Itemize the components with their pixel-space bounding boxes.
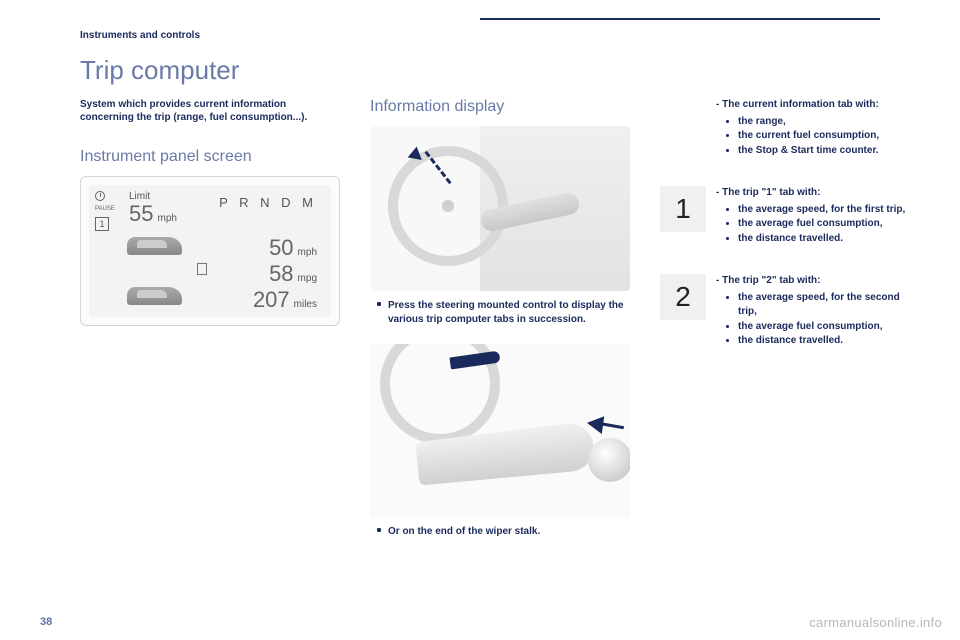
- col-left: System which provides current informatio…: [80, 98, 340, 557]
- header-rule: [480, 18, 880, 20]
- press-arrow-icon-2: [586, 414, 605, 434]
- miles-unit: miles: [294, 299, 317, 310]
- mpg-unit: mpg: [298, 273, 317, 284]
- caption-steering: Press the steering mounted control to di…: [370, 299, 630, 326]
- current-info-text: - The current information tab with: the …: [716, 98, 879, 158]
- speed-unit: mph: [298, 247, 317, 258]
- car-silhouette-2: [127, 287, 182, 305]
- page-title: Trip computer: [80, 55, 910, 86]
- col-middle: Information display Press the steering m…: [370, 98, 630, 557]
- trip2-hdr: - The trip "2" tab with:: [716, 274, 910, 289]
- caption-wiper: Or on the end of the wiper stalk.: [370, 525, 630, 539]
- steering-control-figure: [370, 126, 630, 291]
- miles-value: 207: [253, 287, 290, 313]
- caption-wiper-text: Or on the end of the wiper stalk.: [388, 526, 540, 537]
- trip2-number-box: 2: [660, 274, 706, 320]
- clock-icon: [95, 191, 105, 201]
- current-list: the range, the current fuel consumption,…: [716, 115, 879, 159]
- manual-page: Instruments and controls Trip computer S…: [0, 0, 960, 640]
- current-item: the range,: [738, 115, 879, 130]
- page-number: 38: [40, 616, 52, 628]
- trip-box: 1: [95, 217, 109, 231]
- trip1-text: - The trip "1" tab with: the average spe…: [716, 186, 905, 246]
- car-silhouette-1: [127, 237, 182, 255]
- col-right: - The current information tab with: the …: [660, 98, 910, 557]
- gear-indicator: P R N D M: [219, 195, 317, 210]
- intro-text: System which provides current informatio…: [80, 98, 340, 124]
- wiper-stalk-figure: [370, 344, 630, 519]
- limit-value: 55: [129, 201, 153, 227]
- trip1-number-box: 1: [660, 186, 706, 232]
- trip1-item: the average fuel consumption,: [738, 217, 905, 232]
- speed-value: 50: [269, 235, 293, 261]
- spacer: [660, 98, 706, 158]
- trip2-list: the average speed, for the second trip, …: [716, 291, 910, 349]
- section-label: Instruments and controls: [80, 30, 910, 41]
- fuel-icon: [197, 263, 207, 275]
- trip1-item: the average speed, for the first trip,: [738, 203, 905, 218]
- trip1-block: 1 - The trip "1" tab with: the average s…: [660, 186, 910, 246]
- trip1-hdr: - The trip "1" tab with:: [716, 186, 905, 201]
- watermark: carmanualsonline.info: [809, 615, 942, 630]
- trip2-text: - The trip "2" tab with: the average spe…: [716, 274, 910, 349]
- trip1-list: the average speed, for the first trip, t…: [716, 203, 905, 247]
- instrument-panel-lcd: PAUSE 1 Limit 55 mph P R N D M: [89, 185, 331, 317]
- steering-wheel-shape: [388, 146, 508, 266]
- trip2-block: 2 - The trip "2" tab with: the average s…: [660, 274, 910, 349]
- mpg-value: 58: [269, 261, 293, 287]
- trip2-item: the average speed, for the second trip,: [738, 291, 910, 320]
- caption-steering-text: Press the steering mounted control to di…: [388, 300, 624, 325]
- trip2-item: the average fuel consumption,: [738, 320, 910, 335]
- instrument-panel-figure: PAUSE 1 Limit 55 mph P R N D M: [80, 176, 340, 326]
- current-item: the Stop & Start time counter.: [738, 144, 879, 159]
- information-display-heading: Information display: [370, 98, 630, 116]
- pause-label: PAUSE: [95, 206, 115, 212]
- current-hdr: - The current information tab with:: [716, 98, 879, 113]
- limit-unit: mph: [157, 213, 176, 224]
- current-item: the current fuel consumption,: [738, 129, 879, 144]
- instrument-panel-heading: Instrument panel screen: [80, 148, 340, 166]
- content-columns: System which provides current informatio…: [80, 98, 910, 557]
- trip1-item: the distance travelled.: [738, 232, 905, 247]
- trip2-item: the distance travelled.: [738, 334, 910, 349]
- current-info-block: - The current information tab with: the …: [660, 98, 910, 158]
